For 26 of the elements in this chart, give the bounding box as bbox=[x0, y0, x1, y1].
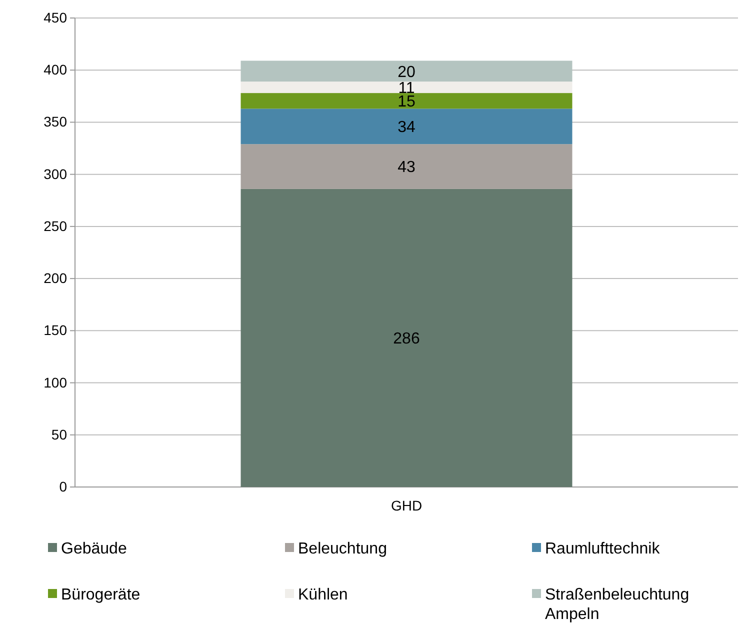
legend-label: Raumlufttechnik bbox=[545, 540, 661, 558]
y-tick-label: 400 bbox=[44, 62, 68, 78]
bar bbox=[240, 108, 572, 144]
legend-label: Beleuchtung bbox=[298, 540, 387, 558]
y-tick-label: 50 bbox=[51, 426, 68, 442]
bar bbox=[240, 188, 572, 487]
y-tick-label: 300 bbox=[44, 166, 68, 182]
y-tick-label: 250 bbox=[44, 218, 68, 234]
y-tick-label: 200 bbox=[44, 270, 68, 286]
bar bbox=[240, 144, 572, 189]
legend-label: Kühlen bbox=[298, 586, 348, 604]
data-label: 286 bbox=[393, 330, 420, 348]
bar bbox=[240, 82, 572, 94]
y-tick-label: 150 bbox=[44, 322, 68, 338]
y-tick-label: 0 bbox=[59, 478, 68, 494]
legend-label: Straßenbeleuchtung Ampeln bbox=[545, 586, 690, 623]
y-tick-label: 100 bbox=[44, 374, 68, 390]
x-tick-label: GHD bbox=[390, 497, 422, 514]
data-label: 43 bbox=[398, 159, 416, 176]
y-tick-label: 350 bbox=[44, 114, 68, 130]
data-label: 20 bbox=[398, 64, 416, 81]
legend-label: Gebäude bbox=[61, 540, 127, 558]
data-label: 34 bbox=[398, 118, 416, 136]
legend-label: Bürogeräte bbox=[61, 586, 140, 604]
bar bbox=[240, 93, 572, 109]
y-tick-label: 450 bbox=[44, 9, 68, 26]
